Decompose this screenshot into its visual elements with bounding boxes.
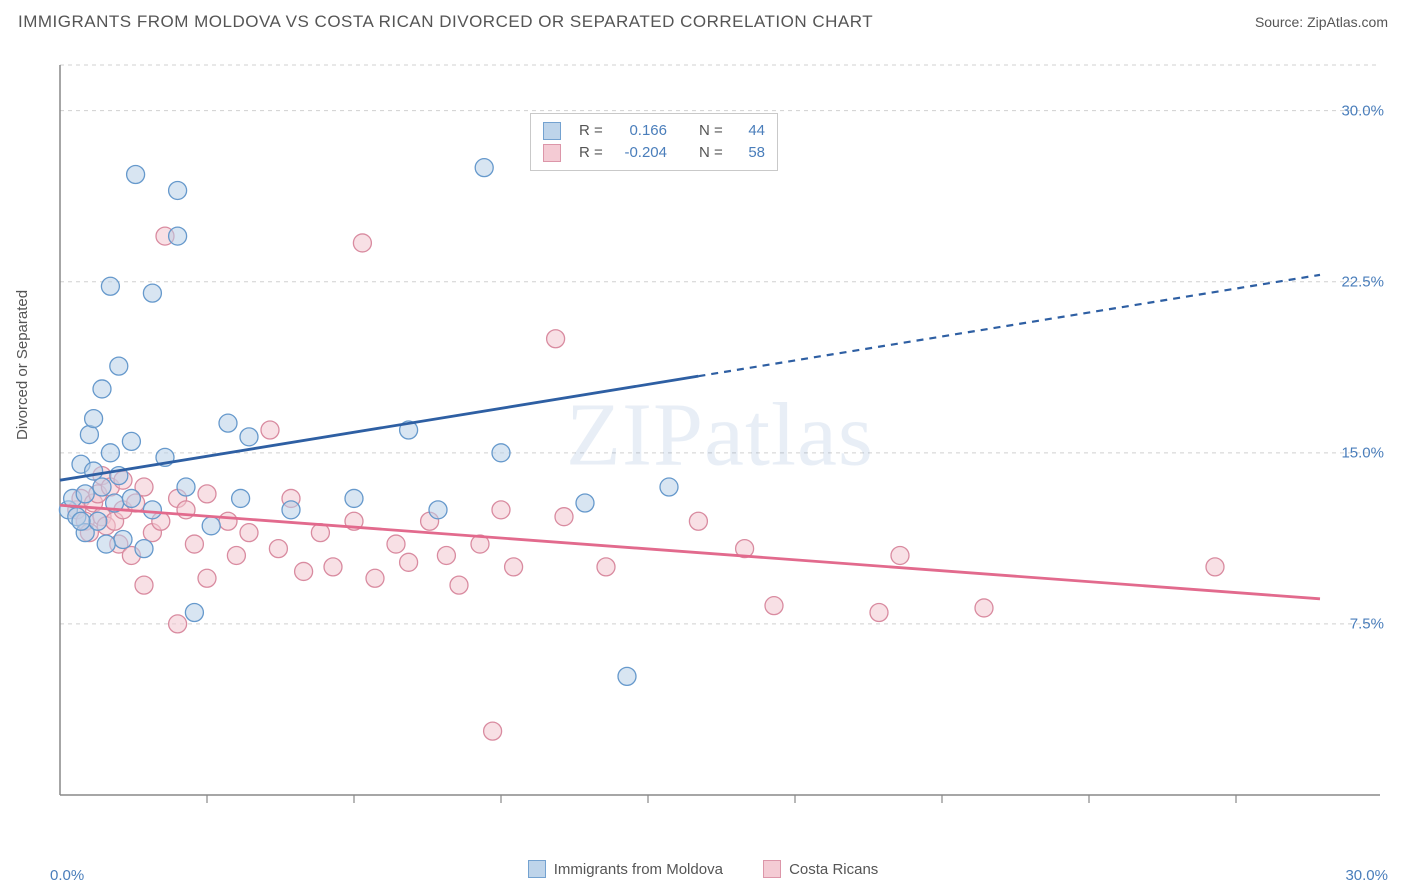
legend-item-a: Immigrants from Moldova <box>528 860 723 878</box>
chart-title: IMMIGRANTS FROM MOLDOVA VS COSTA RICAN D… <box>18 12 873 32</box>
legend-swatch-a <box>543 122 561 140</box>
n-value-b: 58 <box>737 142 765 164</box>
r-label-b: R = <box>579 142 607 164</box>
y-tick-label: 30.0% <box>1341 102 1384 119</box>
legend-label-b: Costa Ricans <box>789 861 878 878</box>
n-value-a: 44 <box>737 120 765 142</box>
legend-item-b: Costa Ricans <box>763 860 878 878</box>
legend-swatch-a-bottom <box>528 860 546 878</box>
y-axis-label: Divorced or Separated <box>14 290 31 440</box>
series-legend: Immigrants from Moldova Costa Ricans <box>0 860 1406 882</box>
r-label-a: R = <box>579 120 607 142</box>
legend-label-a: Immigrants from Moldova <box>554 861 723 878</box>
y-tick-label: 15.0% <box>1341 444 1384 461</box>
correlation-legend: R = 0.166 N = 44 R = -0.204 N = 58 <box>530 113 778 171</box>
legend-swatch-b <box>543 144 561 162</box>
source-label: Source: ZipAtlas.com <box>1255 14 1388 30</box>
legend-swatch-b-bottom <box>763 860 781 878</box>
n-label-b: N = <box>699 142 727 164</box>
y-tick-label: 22.5% <box>1341 273 1384 290</box>
r-value-a: 0.166 <box>617 120 667 142</box>
source-prefix: Source: <box>1255 14 1307 30</box>
y-tick-label: 7.5% <box>1350 615 1384 632</box>
r-value-b: -0.204 <box>617 142 667 164</box>
plot-area: ZIPatlas 7.5%15.0%22.5%30.0% R = 0.166 N… <box>50 55 1390 825</box>
source-name: ZipAtlas.com <box>1307 14 1388 30</box>
n-label-a: N = <box>699 120 727 142</box>
legend-row-a: R = 0.166 N = 44 <box>543 120 765 142</box>
legend-row-b: R = -0.204 N = 58 <box>543 142 765 164</box>
